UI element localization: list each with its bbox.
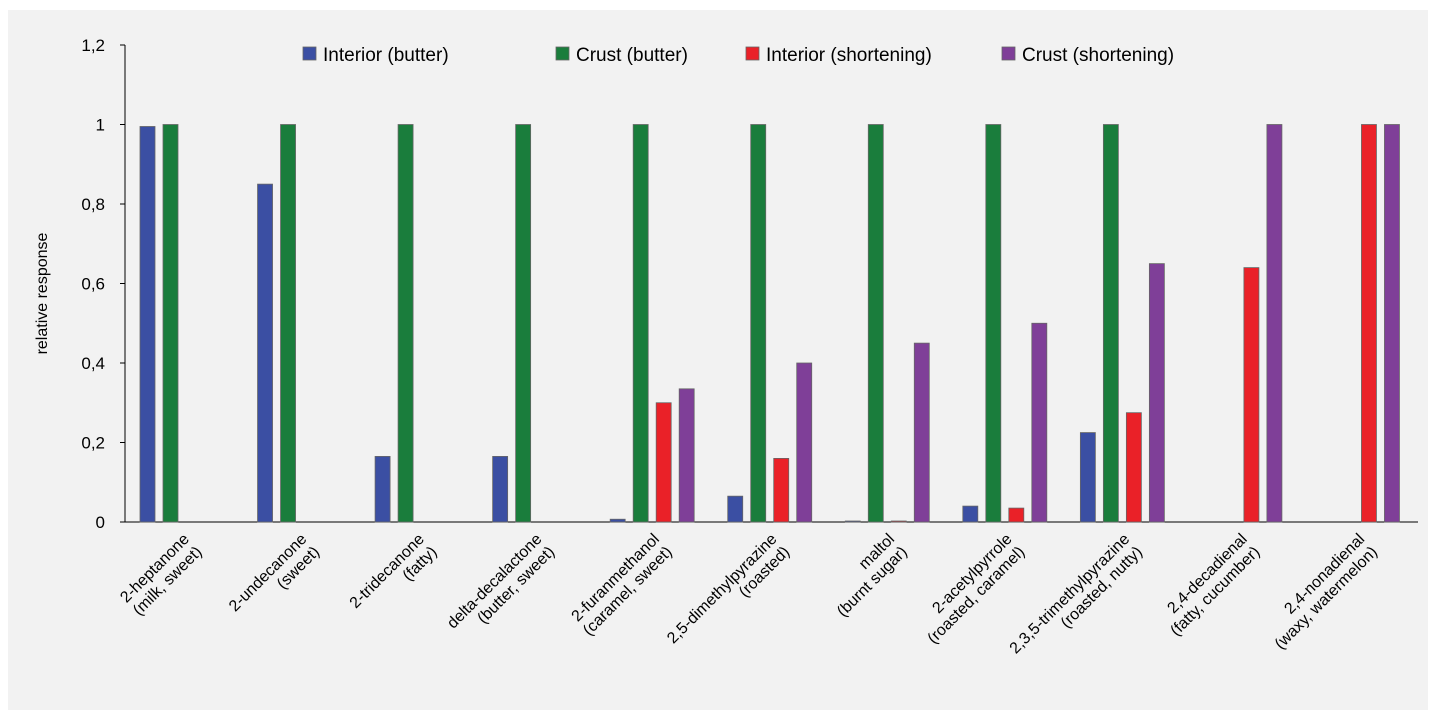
bar <box>1031 322 1048 523</box>
x-tick-label: 2,5-dimethylpyrazine <box>664 531 780 647</box>
x-tick-label-group: 2,4-decadienal(fatty, cucumber) <box>1164 531 1263 640</box>
bar <box>867 124 884 523</box>
y-tick-label: 0 <box>96 513 105 532</box>
bar <box>985 124 1002 523</box>
bar <box>655 402 672 523</box>
bar <box>162 124 179 523</box>
bar <box>1008 507 1025 523</box>
x-tick-label-group: 2-acetylpyrrole(roasted, caramel) <box>925 531 1029 648</box>
bar <box>796 362 813 523</box>
bar <box>962 505 979 523</box>
x-tick-label-group: 2-furanmethanol(caramel, sweet) <box>569 531 676 639</box>
chart-frame: 0 0,2 0,4 0,6 0,8 1 1,2 relative response 2-hept… <box>8 10 1428 710</box>
bar <box>1148 263 1165 523</box>
y-tick-label: 0,2 <box>81 434 105 453</box>
bar <box>632 124 649 523</box>
x-tick-label-group: 2-undecanone(sweet) <box>226 531 323 615</box>
x-tick-label-group: 2-heptanone(milk, sweet) <box>117 531 205 619</box>
y-tick-label: 0,6 <box>81 275 105 294</box>
bar <box>1102 124 1119 523</box>
y-tick-label: 1 <box>96 116 105 135</box>
bar <box>773 457 790 523</box>
x-tick-label-group: 2,3,5-trimethylpyrazine(roasted, nutty) <box>1007 531 1146 658</box>
bar <box>397 124 414 523</box>
x-tick-label-group: 2,4-nonadienal(waxy, watermelon) <box>1272 531 1381 653</box>
legend-label: Interior (butter) <box>323 45 449 66</box>
legend-label: Interior (shortening) <box>766 45 932 66</box>
bar <box>374 456 391 523</box>
bar <box>1266 124 1283 523</box>
bar <box>750 124 767 523</box>
bar <box>1243 267 1260 523</box>
x-tick-label: 2,3,5-trimethylpyrazine <box>1007 531 1134 658</box>
bar <box>515 124 532 523</box>
legend-swatch <box>745 46 760 61</box>
bar <box>139 126 156 523</box>
legend-swatch <box>302 46 317 61</box>
bar-chart: 0 0,2 0,4 0,6 0,8 1 1,2 relative response 2-hept… <box>34 36 1418 658</box>
bar <box>492 456 509 523</box>
bar <box>280 124 296 523</box>
bar <box>844 520 861 523</box>
bar <box>727 495 744 523</box>
bar <box>890 520 907 523</box>
legend-swatch <box>555 46 570 61</box>
bar <box>1079 432 1096 523</box>
y-tick-label: 0,4 <box>81 354 105 373</box>
y-tick-label: 0,8 <box>81 195 105 214</box>
x-tick-label-group: maltol(burnt sugar) <box>834 531 911 621</box>
y-axis-title: relative response <box>34 232 51 354</box>
bar <box>1361 124 1377 523</box>
x-tick-label-group: delta-decalactone(butter, sweet) <box>444 531 558 632</box>
bar <box>1125 412 1142 523</box>
legend-swatch <box>1001 46 1016 61</box>
x-tick-label-group: 2,5-dimethylpyrazine(roasted) <box>664 531 793 647</box>
x-tick-label-group: 2-tridecanone(fatty) <box>347 531 441 612</box>
legend-label: Crust (shortening) <box>1022 45 1174 66</box>
bar <box>1384 124 1400 523</box>
bar <box>678 388 695 523</box>
y-tick-label: 1,2 <box>81 36 105 55</box>
bar <box>257 183 273 523</box>
bar <box>913 342 930 523</box>
bar <box>609 518 626 523</box>
legend-label: Crust (butter) <box>576 45 688 66</box>
